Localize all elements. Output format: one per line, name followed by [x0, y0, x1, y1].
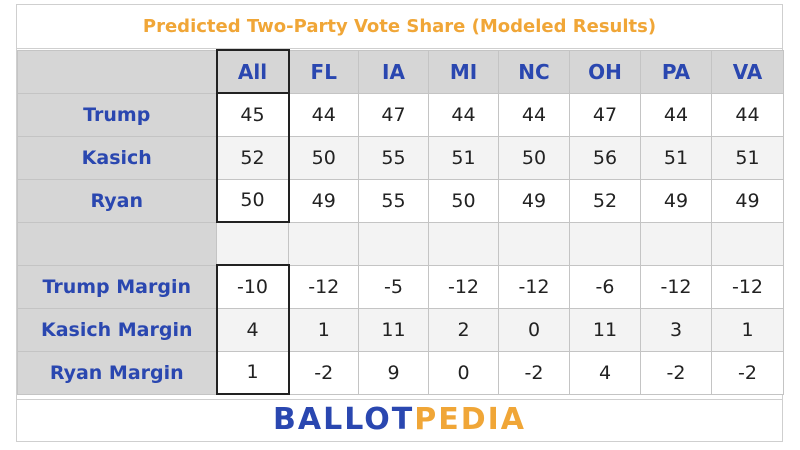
table-cell: 56 [569, 135, 641, 180]
table-cell: 9 [358, 350, 429, 395]
table-cell: 49 [288, 178, 359, 223]
table-cell: -2 [640, 350, 712, 395]
table-cell: -12 [498, 264, 570, 309]
table-cell [569, 221, 641, 266]
table-cell: 11 [358, 307, 429, 352]
table-cell: 44 [640, 92, 712, 137]
table-cell: 51 [640, 135, 712, 180]
table-cell: 1 [711, 307, 784, 352]
table-cell: 3 [640, 307, 712, 352]
table-cell: 49 [640, 178, 712, 223]
table-cell [358, 221, 429, 266]
table-title: Predicted Two-Party Vote Share (Modeled … [17, 5, 782, 49]
table-row: Ryan Margin 1 -2 9 0 -2 4 -2 -2 [17, 350, 784, 395]
table-frame: Predicted Two-Party Vote Share (Modeled … [16, 4, 784, 442]
table-cell: 44 [498, 92, 570, 137]
table-cell: 49 [498, 178, 570, 223]
table-cell: -5 [358, 264, 429, 309]
table-row: Trump Margin -10 -12 -5 -12 -12 -6 -12 -12 [17, 264, 784, 309]
table-row: Ryan 50 49 55 50 49 52 49 49 [17, 178, 784, 223]
table-cell: 11 [569, 307, 641, 352]
table-row: Trump 45 44 47 44 44 47 44 44 [17, 92, 784, 137]
table-cell: 0 [428, 350, 499, 395]
table-cell: -12 [640, 264, 712, 309]
table-cell [640, 221, 712, 266]
table-cell: -6 [569, 264, 641, 309]
column-header-all: All [215, 49, 290, 94]
table-row: Kasich Margin 4 1 11 2 0 11 3 1 [17, 307, 784, 352]
vote-share-table: All FL IA MI NC OH PA VA Trump 45 44 47 44 44… [17, 49, 784, 395]
table-cell: 45 [215, 92, 290, 137]
table-cell [288, 221, 359, 266]
table-cell: 50 [498, 135, 570, 180]
table-cell: 50 [428, 178, 499, 223]
table-cell: -12 [288, 264, 359, 309]
table-cell: 1 [215, 350, 290, 395]
table-cell: 1 [288, 307, 359, 352]
table-cell: 44 [711, 92, 784, 137]
ballotpedia-logo: BALLOTPEDIA [273, 402, 526, 438]
table-cell: 51 [711, 135, 784, 180]
table-cell: -12 [428, 264, 499, 309]
table-cell [428, 221, 499, 266]
table-cell: 50 [215, 178, 290, 223]
table-row-spacer [17, 221, 784, 266]
table-cell: 44 [428, 92, 499, 137]
table-cell: 49 [711, 178, 784, 223]
table-cell: 52 [215, 135, 290, 180]
table-cell [216, 221, 289, 266]
table-cell: 4 [569, 350, 641, 395]
footer: BALLOTPEDIA [17, 399, 782, 441]
table-cell: -12 [711, 264, 784, 309]
column-header-ia: IA [358, 49, 429, 94]
table-cell: 44 [288, 92, 359, 137]
table-cell: 51 [428, 135, 499, 180]
corner-cell [17, 49, 217, 94]
table-cell: 55 [358, 178, 429, 223]
row-label: Ryan [17, 178, 217, 223]
row-label: Kasich [17, 135, 217, 180]
table-cell: -10 [215, 264, 290, 309]
table-cell: 2 [428, 307, 499, 352]
column-header-oh: OH [569, 49, 641, 94]
row-label: Trump Margin [17, 264, 217, 309]
table-cell: 47 [358, 92, 429, 137]
table-cell [498, 221, 570, 266]
table-cell: 4 [215, 307, 290, 352]
table-cell: -2 [288, 350, 359, 395]
column-header-va: VA [711, 49, 784, 94]
table-cell: -2 [498, 350, 570, 395]
table-row: Kasich 52 50 55 51 50 56 51 51 [17, 135, 784, 180]
row-label: Kasich Margin [17, 307, 217, 352]
row-label: Trump [17, 92, 217, 137]
column-header-nc: NC [498, 49, 570, 94]
table-cell: 47 [569, 92, 641, 137]
table-cell: 52 [569, 178, 641, 223]
row-label [17, 221, 217, 266]
logo-part-ballot: BALLOT [273, 402, 415, 437]
header-row: All FL IA MI NC OH PA VA [17, 49, 784, 94]
table-cell: -2 [711, 350, 784, 395]
table-cell [711, 221, 784, 266]
table-cell: 0 [498, 307, 570, 352]
table-cell: 50 [288, 135, 359, 180]
column-header-fl: FL [288, 49, 359, 94]
row-label: Ryan Margin [17, 350, 217, 395]
logo-part-pedia: PEDIA [414, 402, 526, 437]
column-header-mi: MI [428, 49, 499, 94]
column-header-pa: PA [640, 49, 712, 94]
table-cell: 55 [358, 135, 429, 180]
